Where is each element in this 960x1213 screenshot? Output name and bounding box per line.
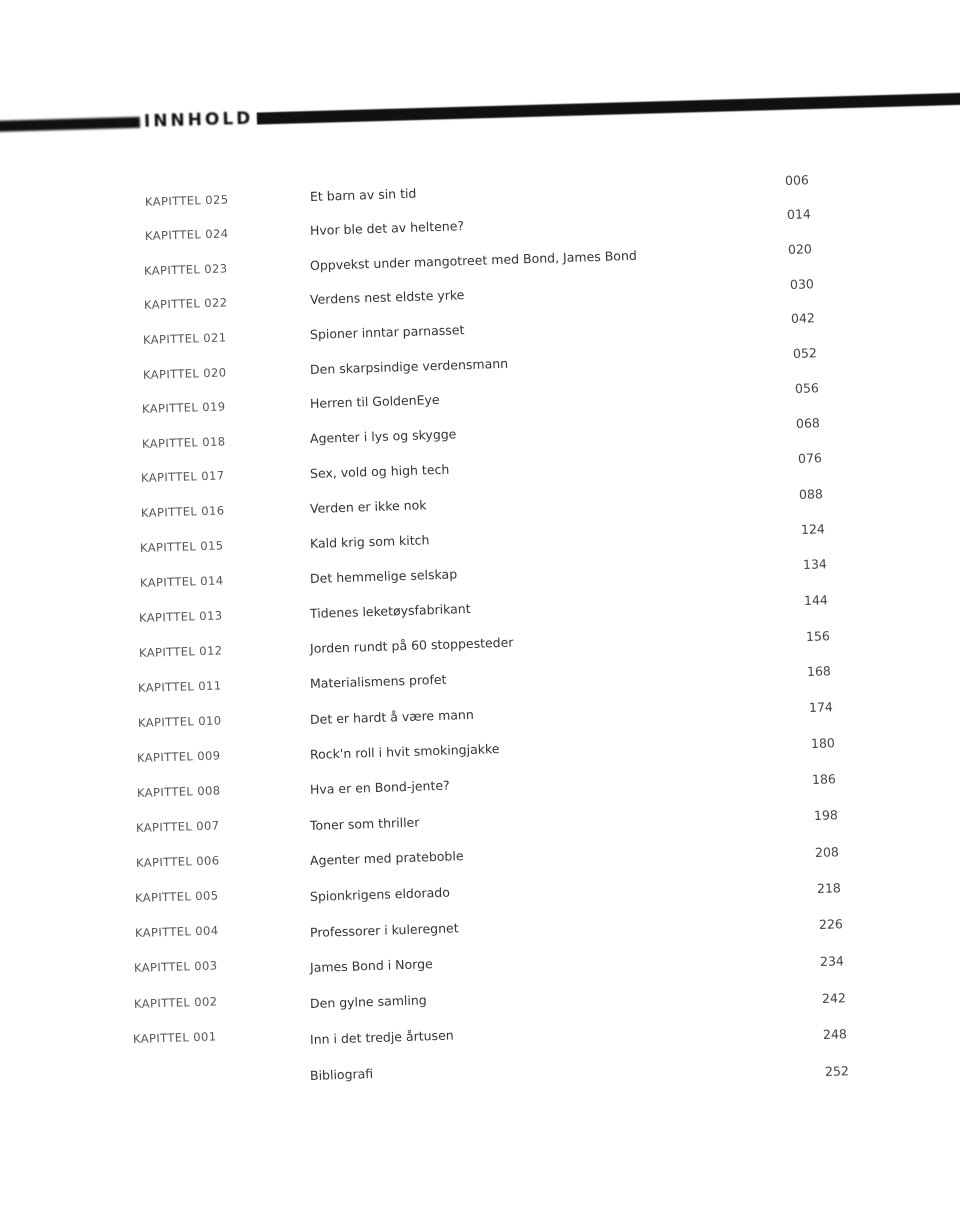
chapter-title: Materialismens profet (309, 672, 447, 692)
chapter-label: KAPITTEL 009 (136, 747, 221, 765)
chapter-page: 042 (791, 310, 816, 327)
chapter-title: Inn i det tredje årtusen (309, 1027, 454, 1047)
chapter-label: KAPITTEL 017 (140, 468, 225, 486)
chapter-page: 030 (789, 275, 814, 292)
chapter-page: 088 (799, 485, 824, 502)
chapter-title: Den skarpsindige verdensmann (309, 355, 509, 377)
chapter-page: 056 (794, 380, 819, 397)
chapter-title: Hva er en Bond-jente? (309, 778, 450, 798)
chapter-page: 180 (810, 735, 835, 752)
chapter-page: 144 (803, 592, 829, 608)
chapter-page: 208 (815, 843, 840, 860)
chapter-title: Bibliografi (309, 1065, 374, 1083)
chapter-label: KAPITTEL 012 (138, 642, 223, 660)
chapter-page: 156 (805, 627, 830, 644)
chapter-page: 020 (787, 241, 813, 257)
chapter-label: KAPITTEL 008 (136, 782, 221, 800)
chapter-title: Spionkrigens eldorado (309, 884, 451, 904)
chapter-page: 014 (786, 206, 811, 223)
chapter-page: 198 (813, 807, 838, 824)
chapter-title: Den gylne samling (309, 992, 427, 1012)
chapter-label: KAPITTEL 004 (134, 923, 219, 941)
heading-rule-right (257, 92, 960, 125)
chapter-label: KAPITTEL 025 (144, 192, 229, 209)
chapter-label: KAPITTEL 011 (137, 677, 222, 695)
chapter-title: Kald krig som kitch (309, 532, 430, 551)
chapter-title: Jorden rundt på 60 stoppesteder (309, 634, 514, 657)
chapter-label: KAPITTEL 003 (133, 958, 218, 976)
chapter-label: KAPITTEL 018 (141, 434, 226, 451)
chapter-label: KAPITTEL 001 (132, 1029, 217, 1047)
chapter-title: Hvor ble det av heltene? (309, 218, 465, 239)
page-title: INNHOLD (143, 108, 254, 132)
chapter-page: 052 (792, 345, 818, 362)
chapter-page: 124 (800, 521, 826, 537)
chapter-title: Agenter med prateboble (309, 848, 464, 869)
chapter-page: 242 (821, 989, 846, 1006)
chapter-page: 076 (797, 450, 822, 467)
chapter-title: Professorer i kuleregnet (309, 919, 459, 940)
chapter-label: KAPITTEL 021 (142, 330, 227, 347)
chapter-page: 186 (811, 771, 837, 788)
chapter-title: Spioner inntar parnasset (309, 322, 465, 343)
chapter-title: Oppvekst under mangotreet med Bond, Jame… (309, 247, 638, 273)
chapter-page: 134 (802, 556, 827, 573)
chapter-label: KAPITTEL 023 (143, 261, 228, 278)
chapter-page: 006 (784, 172, 810, 188)
chapter-title: Tidenes leketøysfabrikant (309, 601, 471, 622)
chapter-label: KAPITTEL 024 (144, 226, 229, 244)
chapter-page: 234 (819, 953, 845, 969)
chapter-label: KAPITTEL 010 (137, 712, 222, 730)
chapter-label: KAPITTEL 022 (143, 295, 228, 313)
chapter-label: KAPITTEL 006 (135, 853, 220, 870)
chapter-title: Det er hardt å være mann (309, 706, 474, 727)
heading-bar: INNHOLD (0, 90, 960, 134)
chapter-title: Herren til GoldenEye (309, 392, 440, 412)
chapter-label: KAPITTEL 016 (140, 503, 225, 521)
chapter-label: KAPITTEL 020 (142, 364, 227, 382)
chapter-label: KAPITTEL 013 (138, 608, 223, 625)
chapter-label: KAPITTEL 019 (141, 399, 226, 417)
chapter-label: KAPITTEL 014 (139, 573, 224, 590)
chapter-title: Rock'n roll i hvit smokingjakke (309, 741, 500, 763)
chapter-page: 218 (816, 880, 842, 896)
chapter-page: 226 (818, 916, 843, 933)
chapter-title: Toner som thriller (309, 814, 420, 833)
chapter-label: KAPITTEL 005 (134, 888, 219, 905)
chapter-page: 174 (808, 699, 834, 716)
chapter-label: KAPITTEL 007 (135, 818, 220, 835)
chapter-page: 068 (795, 415, 821, 432)
chapter-title: James Bond i Norge (309, 956, 433, 976)
chapter-page: 248 (823, 1026, 848, 1043)
chapter-title: Verden er ikke nok (309, 497, 427, 517)
chapter-label: KAPITTEL 002 (133, 994, 218, 1011)
heading-rule-left (0, 116, 141, 132)
chapter-page: 168 (807, 663, 832, 680)
chapter-page: 252 (824, 1063, 850, 1080)
chapter-title: Det hemmelige selskap (309, 566, 458, 587)
chapter-title: Sex, vold og high tech (309, 461, 450, 482)
chapter-label: KAPITTEL 015 (139, 538, 224, 555)
chapter-title: Verdens nest eldste yrke (309, 287, 465, 308)
chapter-title: Agenter i lys og skygge (309, 426, 457, 447)
chapter-title: Et barn av sin tid (309, 185, 417, 204)
